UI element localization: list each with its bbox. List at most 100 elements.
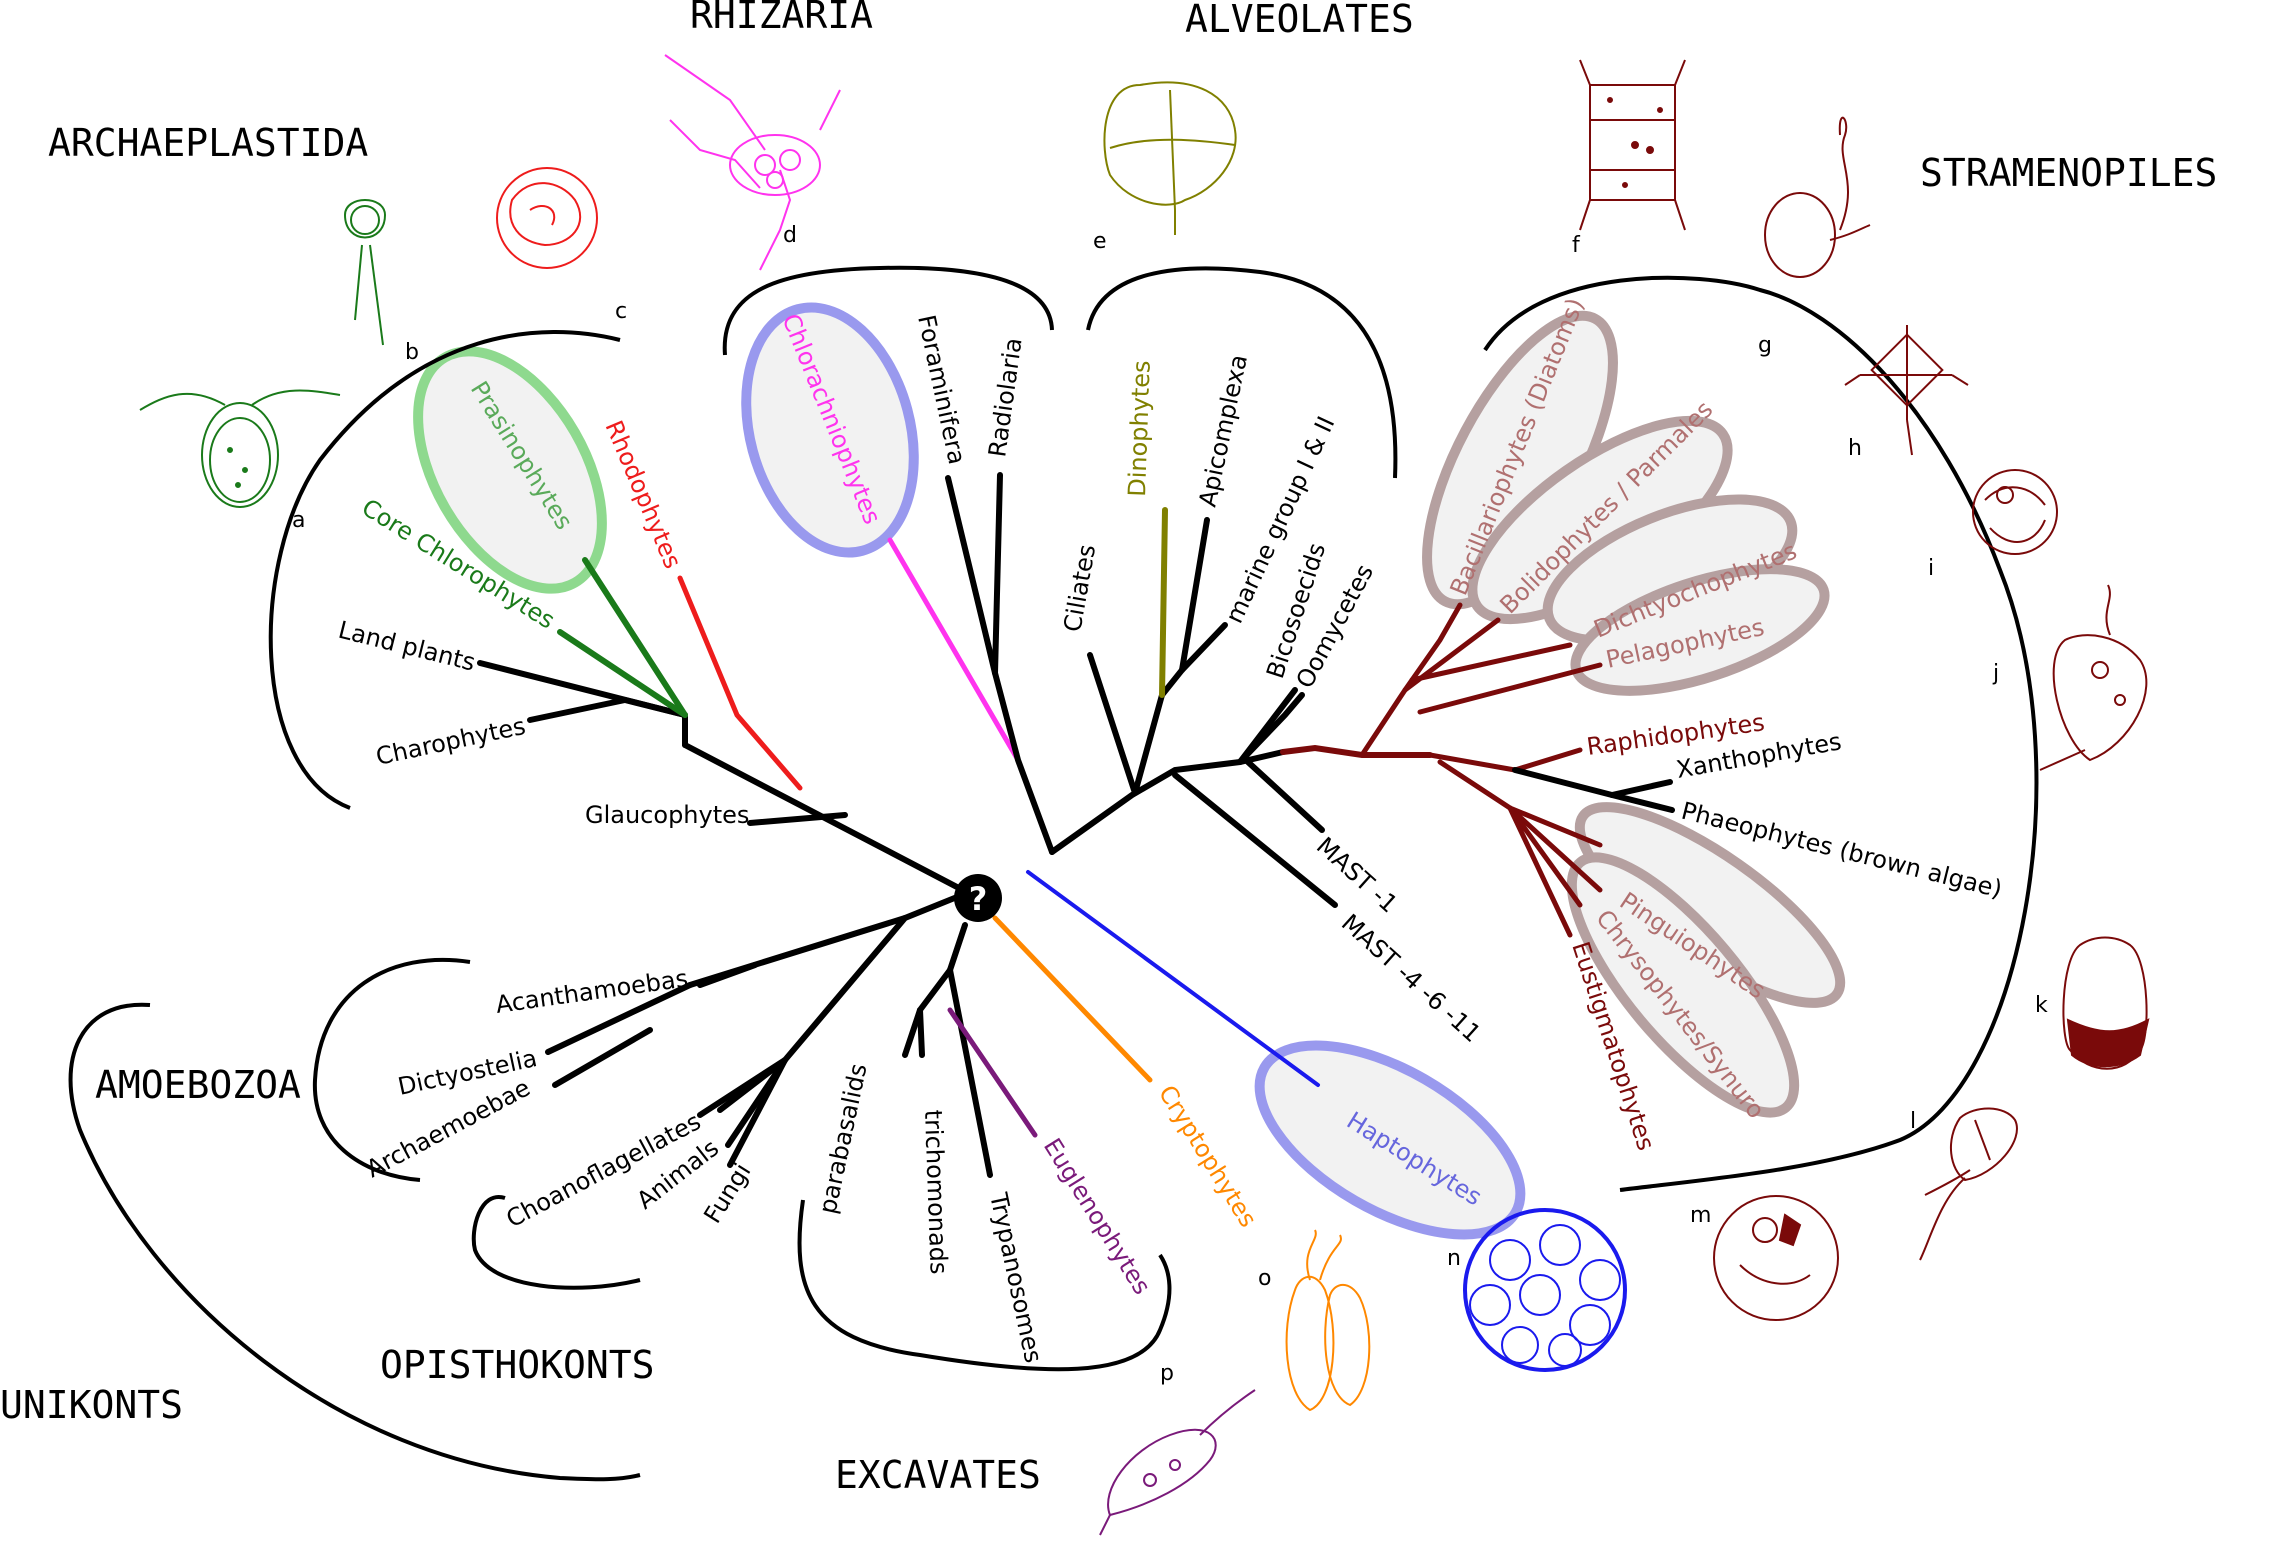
panel-letter-l: l: [1910, 1109, 1916, 1134]
label-foraminifera: Foraminifera: [912, 312, 971, 466]
branch-trichomonads: [917, 1007, 925, 1058]
label-opisthokonts: OPISTHOKONTS: [380, 1343, 655, 1387]
branch-oomycetes: [1237, 692, 1305, 765]
panel-letter-j: j: [1992, 661, 1999, 686]
branch-dictyostelia: [545, 982, 693, 1055]
prasinophytes-highlight: [413, 346, 607, 594]
label-cryptophytes: Cryptophytes: [1153, 1080, 1262, 1232]
branch-acanthamoebas: [697, 962, 758, 988]
label-euglenophytes: Euglenophytes: [1038, 1133, 1156, 1299]
branch-glaucophytes: [747, 812, 848, 826]
label-dinophytes: Dinophytes: [1123, 360, 1156, 497]
label-trichomonads: trichomonads: [919, 1109, 953, 1275]
sketch-o-cryptophyte: [1285, 1229, 1371, 1412]
sketch-f-diatom: [1579, 59, 1686, 231]
label-amoebozoa: AMOEBOZOA: [95, 1063, 301, 1107]
sketch-b-prasinophyte: [343, 199, 387, 346]
branch-phaeophytes: [1609, 792, 1675, 813]
label-rhizaria: RHIZARIA: [690, 0, 873, 37]
branch-mast4: [1172, 772, 1338, 908]
root-node: ?: [954, 874, 1002, 922]
panel-letter-e: e: [1093, 229, 1107, 254]
label-parabasalids: parabasalids: [813, 1061, 872, 1216]
branch-foraminifera: [945, 475, 998, 676]
sketch-c-red-alga: [496, 167, 598, 269]
branch-ciliates: [1087, 652, 1138, 796]
label-unikonts: UNIKONTS: [0, 1383, 183, 1427]
label-acanthamoebas: Acanthamoebas: [494, 964, 690, 1019]
archaeplastida-arc: [268, 330, 621, 810]
panel-letter-m: m: [1690, 1203, 1711, 1228]
root-question-mark: ?: [969, 880, 988, 918]
label-land-plants: Land plants: [336, 616, 479, 677]
branch-trypanosomes: [947, 967, 993, 1178]
label-glaucophytes: Glaucophytes: [585, 801, 749, 829]
panel-letter-n: n: [1447, 1246, 1461, 1271]
branch-alveolate-node: [1132, 692, 1165, 796]
branch-eustigmatophytes: [1507, 805, 1573, 938]
sketch-j-teardrop: [2039, 584, 2148, 771]
sketch-l-tailed-flagellate: [1919, 1107, 2018, 1261]
chrysophytes-highlight: [1566, 852, 1800, 1118]
branch-rhizaria-stem: [992, 670, 1055, 855]
branch-euglenophytes: [947, 1007, 1038, 1138]
label-ciliates: Ciliates: [1058, 542, 1101, 634]
label-rhodophytes: Rhodophytes: [599, 416, 686, 572]
panel-letter-b: b: [405, 340, 419, 365]
branch-haptophytes: [1026, 870, 1320, 1087]
branch-radiolaria: [992, 472, 1003, 676]
alveolates-arc: [1086, 266, 1398, 479]
branch-unikont-stem: [717, 892, 965, 1113]
sketch-p-euglenoid: [1099, 1389, 1256, 1536]
branch-charophytes: [527, 697, 628, 723]
label-alveolates: ALVEOLATES: [1185, 0, 1414, 41]
branch-dichtyochophytes: [1409, 642, 1573, 683]
branch-mast1: [1245, 759, 1325, 833]
branch-prasinophytes: [582, 557, 688, 718]
sketch-a-green-flagellate: [139, 389, 341, 508]
sketch-n-coccolithophore: [1463, 1208, 1627, 1372]
panel-letter-g: g: [1758, 333, 1772, 358]
label-charophytes: Charophytes: [373, 712, 528, 771]
branch-chrysophytes: [1507, 805, 1583, 908]
sketch-d-radiolarian: [664, 54, 841, 271]
supergroup-labels: ARCHAEPLASTIDA RHIZARIA ALVEOLATES STRAM…: [0, 0, 2217, 1497]
sketch-i-round-cell: [1972, 469, 2058, 555]
tree-branches: [477, 472, 1675, 1178]
highlight-ellipses: [413, 302, 1846, 1240]
branch-archaemoebae: [552, 1027, 653, 1088]
branch-excavates-stem: [947, 922, 968, 973]
label-mast1: MAST -1: [1311, 832, 1403, 919]
rhizaria-arc: [722, 265, 1054, 356]
clade-arcs: [68, 265, 2039, 1482]
branch-rhodophytes: [677, 575, 803, 791]
branch-alveolate-inner: [1159, 667, 1185, 698]
panel-letters: a b c d e f g h i j k l m n o p: [292, 223, 2048, 1386]
panel-letter-f: f: [1572, 233, 1581, 258]
panel-letter-o: o: [1258, 1266, 1271, 1291]
branch-xanthophytes-node: [1512, 767, 1615, 798]
branch-right-stem: [1049, 749, 1286, 855]
chlorarachniophytes-highlight: [741, 302, 919, 558]
sketch-e-dinoflagellate: [1103, 81, 1237, 235]
branch-green-node: [622, 697, 688, 718]
organism-sketches: [139, 54, 2150, 1536]
branch-chlorarachniophytes: [887, 537, 1021, 763]
panel-letter-a: a: [292, 508, 305, 533]
sketch-h-cross-cell: [1844, 325, 1969, 456]
panel-letter-i: i: [1928, 556, 1934, 581]
branch-dinophytes: [1159, 507, 1168, 698]
label-apicomplexa: Apicomplexa: [1193, 352, 1253, 509]
sketch-m-nucleated-cell: [1713, 1195, 1839, 1321]
label-trypanosomes: Trypanosomes: [984, 1189, 1048, 1365]
panel-letter-c: c: [615, 299, 627, 324]
branch-pelagophytes: [1417, 662, 1603, 715]
label-stramenopiles: STRAMENOPILES: [1920, 151, 2217, 195]
label-radiolaria: Radiolaria: [983, 336, 1027, 459]
branch-xanthophytes: [1609, 779, 1673, 798]
branch-excavate-node: [917, 967, 953, 1013]
sketch-k-cup-cell: [2062, 936, 2150, 1070]
amoebozoa-arc: [312, 957, 471, 1182]
branch-apicomplexa: [1179, 517, 1210, 673]
